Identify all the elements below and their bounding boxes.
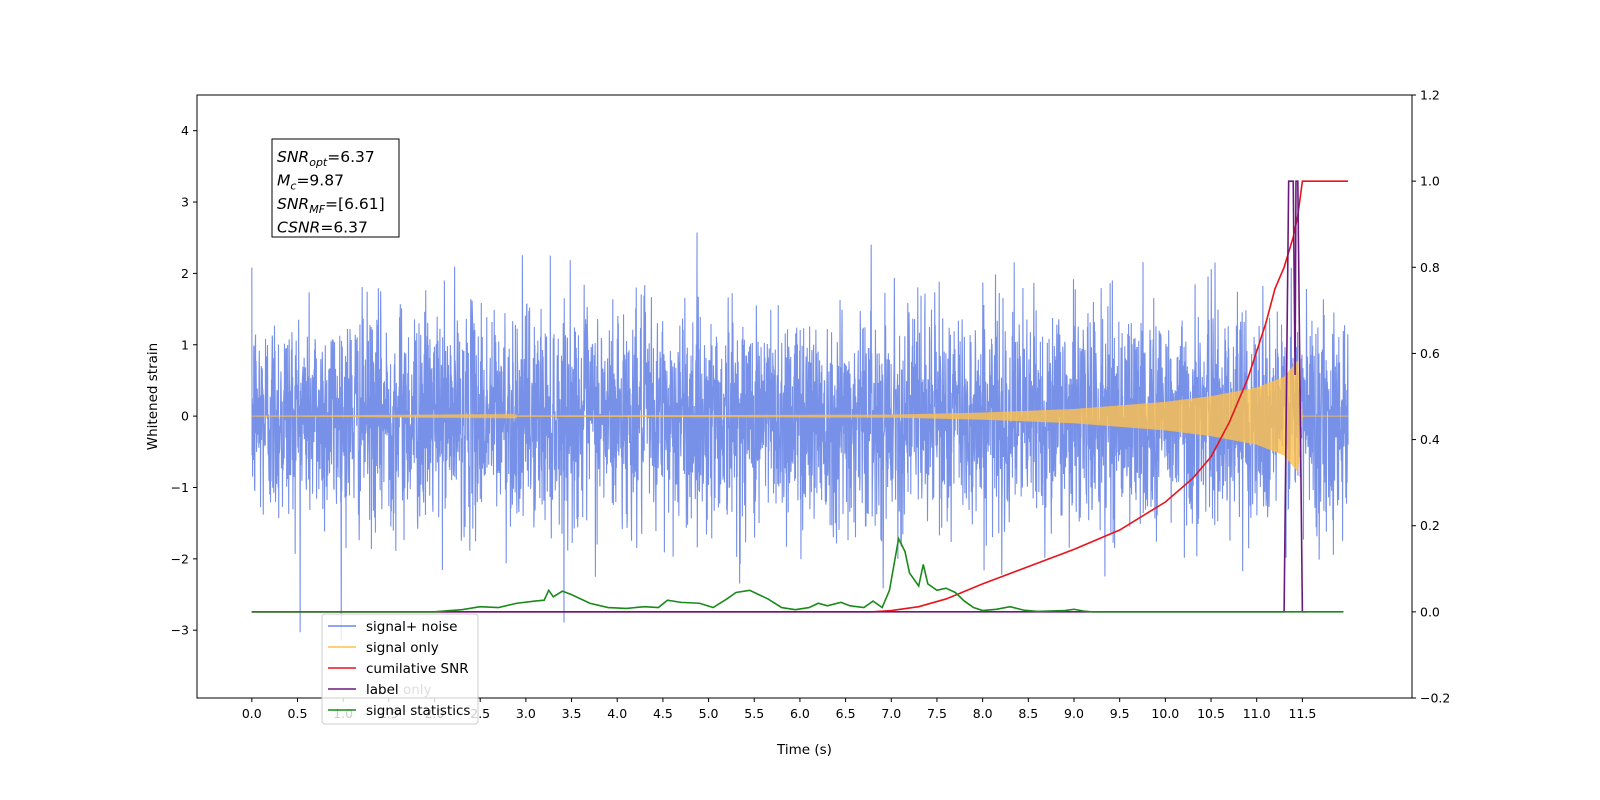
y-tick-label: 0 xyxy=(181,409,189,424)
x-tick-label: 11.0 xyxy=(1243,706,1271,721)
x-tick-label: 9.0 xyxy=(1064,706,1084,721)
y-tick-label: −2 xyxy=(171,551,189,566)
x-tick-label: 6.0 xyxy=(790,706,810,721)
x-tick-label: 7.0 xyxy=(881,706,901,721)
x-tick-label: 10.5 xyxy=(1197,706,1225,721)
legend-occluded-label: label only xyxy=(366,682,432,698)
legend-entry-label: signal+ noise xyxy=(366,619,457,635)
annotation-line: CSNR=6.37 xyxy=(277,219,368,237)
y-axis-label: Whitened strain xyxy=(145,343,161,450)
legend-entry-label: label xyxy=(366,682,399,698)
annotation-value: =6.37 xyxy=(327,148,375,166)
x-tick-label: 3.0 xyxy=(516,706,536,721)
legend-entry-label: signal only xyxy=(366,640,439,656)
x-tick-label: 9.5 xyxy=(1110,706,1130,721)
y-tick-label: 3 xyxy=(181,195,189,210)
x-tick-label: 0.5 xyxy=(288,706,308,721)
annotation-subscript: c xyxy=(290,180,296,193)
y-tick-label: −3 xyxy=(171,623,189,638)
y2-tick-label: −0.2 xyxy=(1420,691,1450,706)
y-tick-label: −1 xyxy=(171,480,189,495)
legend: label only signal+ noise signal only cumila… xyxy=(321,613,479,725)
annotation-subscript: opt xyxy=(309,156,328,169)
x-tick-label: 6.5 xyxy=(836,706,856,721)
x-tick-label: 8.5 xyxy=(1018,706,1038,721)
y2-tick-label: 0.4 xyxy=(1420,432,1440,447)
x-tick-label: 3.5 xyxy=(562,706,582,721)
series-label-line xyxy=(251,180,1307,613)
y2-tick-label: 0.2 xyxy=(1420,518,1440,533)
x-tick-label: 5.0 xyxy=(699,706,719,721)
y2-tick-label: 0.6 xyxy=(1420,346,1440,361)
x-tick-label: 10.0 xyxy=(1151,706,1179,721)
x-tick-label: 11.5 xyxy=(1288,706,1316,721)
y-tick-label: 1 xyxy=(181,337,189,352)
annotation-line: SNRMF=[6.61] xyxy=(277,195,385,216)
x-tick-label: 0.0 xyxy=(242,706,262,721)
annotation-value: =[6.61] xyxy=(325,195,385,213)
annotation-value: =6.37 xyxy=(320,219,368,237)
plot-area xyxy=(251,180,1349,641)
y2-tick-label: 1.0 xyxy=(1420,174,1440,189)
x-tick-label: 5.5 xyxy=(744,706,764,721)
plot-frame xyxy=(196,94,1413,699)
annotation-symbol: SNR xyxy=(277,148,309,166)
y2-tick-label: 0.8 xyxy=(1420,260,1440,275)
x-tick-label: 8.0 xyxy=(973,706,993,721)
annotation-symbol: M xyxy=(277,172,290,190)
annotation-subscript: MF xyxy=(309,203,325,216)
series-signal-statistics-line xyxy=(251,536,1344,613)
y2-tick-label: 0.0 xyxy=(1420,604,1440,619)
x-tick-label: 7.5 xyxy=(927,706,947,721)
annotation-symbol: CSNR xyxy=(277,219,320,237)
legend-entry-label: cumilative SNR xyxy=(366,661,469,677)
annotation-line: SNRopt=6.37 xyxy=(277,148,375,169)
y-tick-label: 2 xyxy=(181,266,189,281)
annotation-value: =9.87 xyxy=(296,172,344,190)
legend-entry-label: signal statistics xyxy=(366,703,470,719)
legend-frame xyxy=(321,613,479,725)
y2-tick-label: 1.2 xyxy=(1420,88,1440,103)
y-tick-label: 4 xyxy=(181,123,189,138)
series-cumulative-snr-line xyxy=(251,180,1349,613)
annotation-line: Mc=9.87 xyxy=(277,172,344,193)
annotation-frame xyxy=(271,138,400,238)
x-axis-label: Time (s) xyxy=(776,742,832,758)
annotation-symbol: SNR xyxy=(277,195,309,213)
series-signal-only-line xyxy=(251,360,1349,472)
series-signal-noise-line xyxy=(251,232,1349,641)
x-tick-label: 4.5 xyxy=(653,706,673,721)
x-tick-label: 4.0 xyxy=(607,706,627,721)
